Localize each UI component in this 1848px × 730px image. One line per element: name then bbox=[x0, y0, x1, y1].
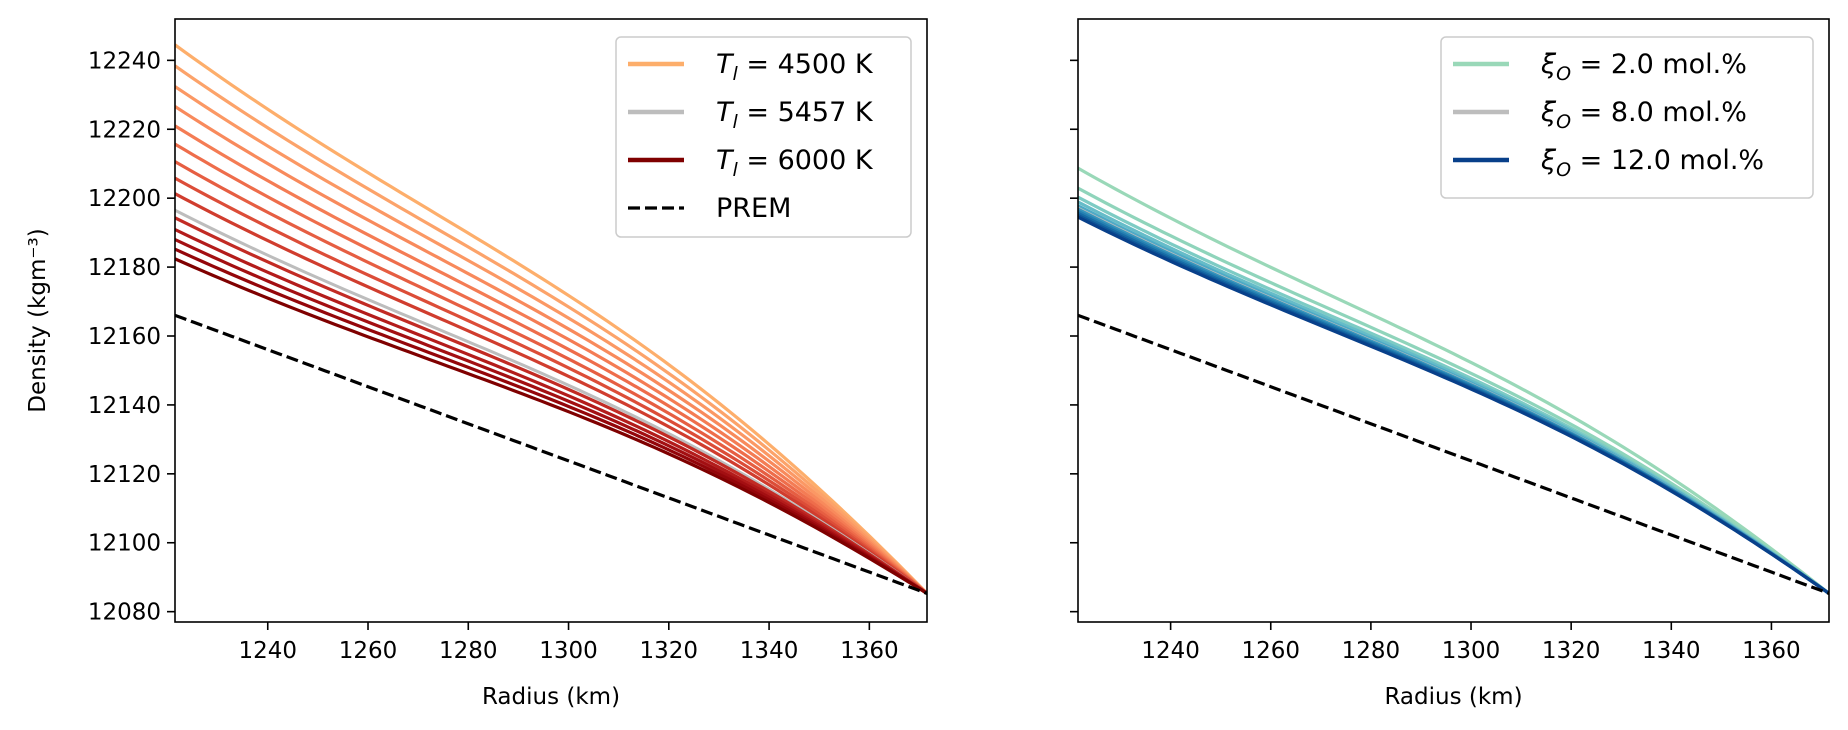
x-tick-label: 1240 bbox=[1141, 638, 1200, 664]
x-axis-label: Radius (km) bbox=[482, 684, 620, 710]
legend-box bbox=[615, 36, 912, 238]
x-tick-label: 1320 bbox=[640, 638, 699, 664]
y-tick-label: 12220 bbox=[88, 117, 161, 143]
series-line-11 bbox=[175, 228, 927, 595]
x-tick-label: 1360 bbox=[840, 638, 899, 664]
series-line-0 bbox=[1078, 166, 1829, 595]
y-tick-label: 12200 bbox=[88, 186, 161, 212]
legend-label: ξO = 8.0 mol.% bbox=[1540, 97, 1747, 133]
axes-frame bbox=[174, 18, 928, 623]
series-line-10 bbox=[175, 216, 927, 595]
legend-label: Tl = 5457 K bbox=[716, 97, 874, 133]
series-line-2 bbox=[175, 85, 927, 595]
series-line-4 bbox=[175, 124, 927, 595]
y-tick-label: 12140 bbox=[88, 393, 161, 419]
series-line-7 bbox=[175, 176, 927, 595]
axes-frame bbox=[1077, 18, 1830, 623]
x-tick-label: 1320 bbox=[1542, 638, 1601, 664]
series-line-9 bbox=[175, 208, 927, 595]
y-tick-label: 12120 bbox=[88, 462, 161, 488]
series-line-1 bbox=[175, 64, 927, 595]
series-line-5 bbox=[175, 142, 927, 595]
series-line-6 bbox=[175, 160, 927, 595]
y-tick-label: 12240 bbox=[88, 48, 161, 74]
plot-area bbox=[1078, 166, 1829, 595]
legend-label: ξO = 12.0 mol.% bbox=[1540, 145, 1764, 181]
x-tick-label: 1300 bbox=[539, 638, 598, 664]
y-tick-label: 12180 bbox=[88, 255, 161, 281]
x-tick-label: 1340 bbox=[740, 638, 799, 664]
series-line-13 bbox=[175, 247, 927, 595]
right-panel: 1240 1260 1280 1300 1320 1340 1360 Radius (km) ξ… bbox=[1070, 18, 1830, 710]
x-tick-label: 1300 bbox=[1442, 638, 1501, 664]
series-line-10 bbox=[1078, 215, 1829, 595]
x-tick-label: 1360 bbox=[1742, 638, 1801, 664]
series-line-12 bbox=[175, 238, 927, 595]
y-tick-label: 12100 bbox=[88, 531, 161, 557]
legend-label: PREM bbox=[716, 193, 791, 224]
x-tick-label: 1240 bbox=[238, 638, 297, 664]
series-line-8 bbox=[175, 192, 927, 595]
x-tick-label: 1340 bbox=[1642, 638, 1701, 664]
series-line-14 bbox=[175, 257, 927, 595]
y-axis-label: Density (kgm⁻³) bbox=[25, 228, 51, 412]
x-axis-label: Radius (km) bbox=[1384, 684, 1522, 710]
y-tick-label: 12080 bbox=[88, 600, 161, 626]
series-line-0 bbox=[175, 43, 927, 595]
x-tick-label: 1280 bbox=[439, 638, 498, 664]
legend-label: Tl = 6000 K bbox=[716, 145, 874, 181]
legend: ξO = 2.0 mol.% ξO = 8.0 mol.% ξO = 12.0 mo… bbox=[1440, 36, 1814, 199]
left-panel: 1240 1260 1280 1300 1320 1340 1360 12080 12100 12… bbox=[25, 18, 928, 710]
prem-line bbox=[1078, 313, 1829, 595]
x-tick-label: 1280 bbox=[1342, 638, 1401, 664]
legend: Tl = 4500 K Tl = 5457 K Tl = 6000 K PREM bbox=[615, 36, 912, 238]
legend-box bbox=[1440, 36, 1814, 199]
x-tick-label: 1260 bbox=[1241, 638, 1300, 664]
series-line-1 bbox=[1078, 186, 1829, 595]
legend-label: ξO = 2.0 mol.% bbox=[1540, 49, 1747, 85]
series-line-9 bbox=[1078, 213, 1829, 595]
prem-line bbox=[175, 313, 927, 595]
x-tick-label: 1260 bbox=[339, 638, 398, 664]
plot-area bbox=[175, 43, 927, 595]
y-tick-label: 12160 bbox=[88, 324, 161, 350]
series-line-3 bbox=[175, 105, 927, 595]
legend-label: Tl = 4500 K bbox=[716, 49, 874, 85]
